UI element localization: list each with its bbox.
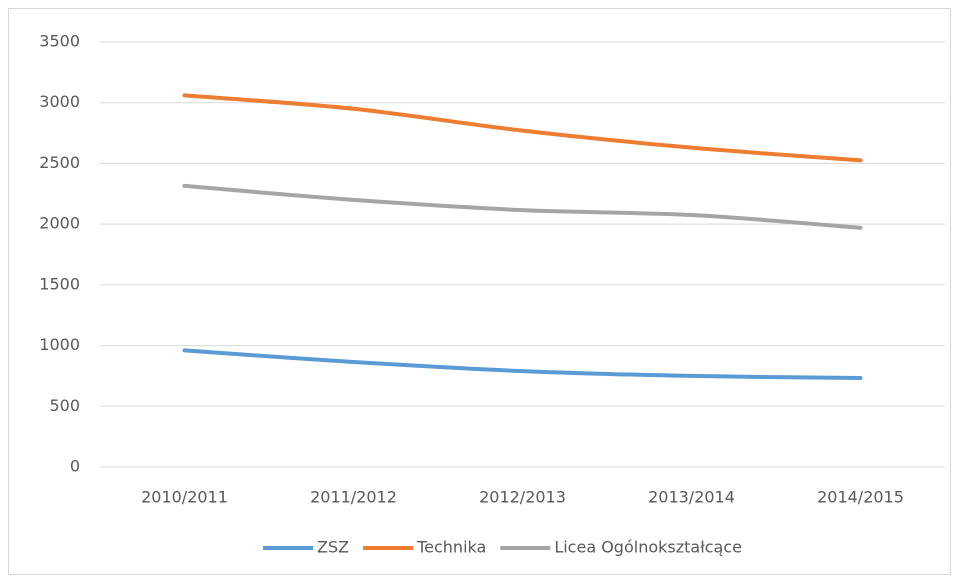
y-tick-label: 2500 — [39, 153, 80, 172]
series-line — [182, 93, 863, 163]
legend-item: Technika — [363, 538, 486, 557]
x-tick-label: 2011/2012 — [310, 488, 397, 507]
y-tick-label: 1500 — [39, 274, 80, 293]
y-tick-label: 2000 — [39, 214, 80, 233]
x-tick-label: 2010/2011 — [141, 488, 228, 507]
y-tick-label: 3500 — [39, 32, 80, 51]
x-tick-label: 2013/2014 — [648, 488, 735, 507]
y-tick-label: 3000 — [39, 92, 80, 111]
legend-item: Licea Ogólnokształcące — [500, 538, 742, 557]
legend-label: Licea Ogólnokształcące — [554, 538, 742, 557]
legend-label: ZSZ — [317, 538, 349, 557]
legend-label: Technika — [416, 538, 486, 557]
y-tick-label: 500 — [49, 396, 80, 415]
y-tick-label: 1000 — [39, 335, 80, 354]
legend-item: ZSZ — [263, 538, 349, 557]
x-tick-label: 2012/2013 — [479, 488, 566, 507]
series-line — [182, 348, 863, 380]
series-line — [182, 183, 863, 230]
y-tick-label: 0 — [70, 457, 80, 476]
x-tick-label: 2014/2015 — [817, 488, 904, 507]
